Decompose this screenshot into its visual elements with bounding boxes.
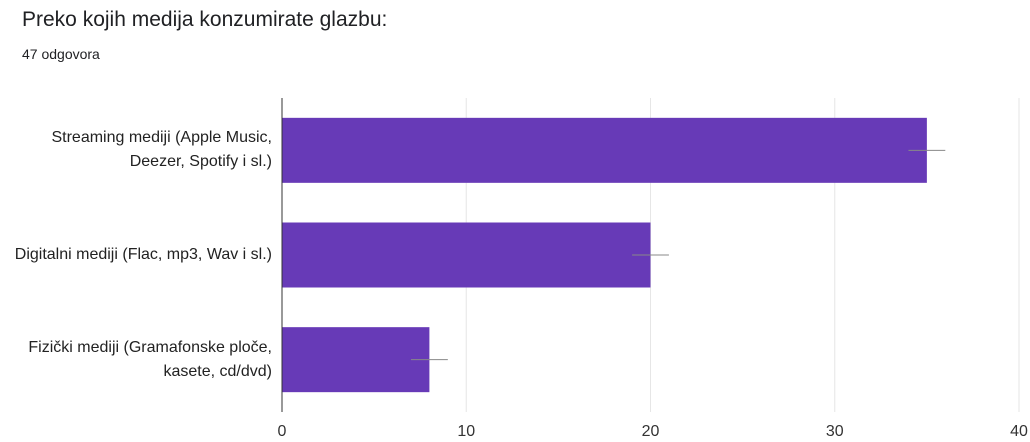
bar — [282, 222, 651, 288]
category-label: Digitalni mediji (Flac, mp3, Wav i sl.) — [14, 246, 272, 263]
question-title: Preko kojih medija konzumirate glazbu: — [22, 8, 388, 31]
response-count: 47 odgovora — [22, 46, 100, 62]
x-tick-label: 10 — [457, 423, 475, 440]
bar — [282, 327, 430, 393]
x-tick-label: 20 — [642, 423, 660, 440]
category-label: Streaming mediji (Apple Music, Deezer, S… — [51, 129, 272, 171]
x-tick-label: 30 — [826, 423, 844, 440]
bar — [282, 117, 927, 183]
category-label: Fizički mediji (Gramafonske ploče, kaset… — [28, 338, 272, 380]
x-tick-label: 40 — [1010, 423, 1028, 440]
x-tick-label: 0 — [278, 423, 287, 440]
